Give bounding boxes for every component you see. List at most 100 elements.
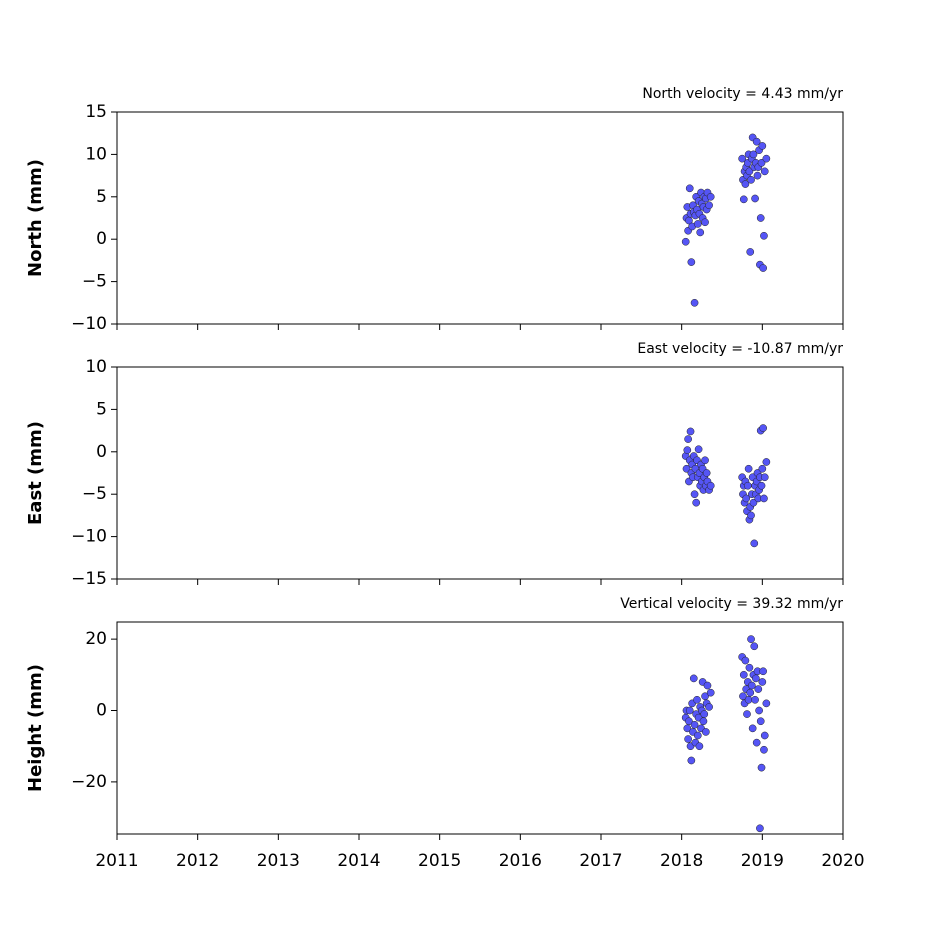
y-tick-label: 5 xyxy=(96,187,107,207)
point xyxy=(749,498,758,507)
point xyxy=(752,137,761,146)
point xyxy=(754,685,763,693)
point xyxy=(702,469,711,477)
y-tick-label: 15 xyxy=(85,102,107,122)
point xyxy=(751,695,759,704)
y-tick-label: 10 xyxy=(85,144,107,164)
y-tick-label: 0 xyxy=(96,701,107,721)
point xyxy=(690,298,699,307)
point xyxy=(693,695,701,704)
point xyxy=(746,248,755,256)
point xyxy=(756,717,765,726)
point xyxy=(683,724,692,733)
point xyxy=(759,264,767,272)
point xyxy=(758,142,767,150)
point xyxy=(759,667,767,676)
point xyxy=(747,681,756,690)
point xyxy=(701,218,709,227)
point xyxy=(760,731,769,740)
plot-frame xyxy=(116,111,844,325)
point xyxy=(752,738,761,747)
point xyxy=(757,763,766,772)
point xyxy=(760,745,768,754)
y-tick-label: 0 xyxy=(96,229,107,249)
point xyxy=(693,731,702,740)
y-tick-label: 20 xyxy=(85,629,107,649)
point xyxy=(687,258,696,266)
panel-title: Vertical velocity = 39.32 mm/yr xyxy=(620,596,843,612)
x-tick-label: 2011 xyxy=(95,851,138,871)
point xyxy=(705,703,713,711)
point xyxy=(756,214,765,222)
point xyxy=(686,427,695,436)
x-tick-label: 2013 xyxy=(257,851,300,871)
y-tick-label: 0 xyxy=(96,442,107,462)
y-tick-label: −5 xyxy=(82,484,107,504)
point xyxy=(685,717,693,726)
point xyxy=(706,481,715,490)
point xyxy=(749,150,758,159)
point xyxy=(743,481,752,490)
point xyxy=(747,511,755,520)
y-axis-label: Height (mm) xyxy=(25,664,46,792)
x-tick-label: 2020 xyxy=(821,851,864,871)
point xyxy=(696,228,705,237)
x-tick-label: 2014 xyxy=(337,851,380,871)
x-tick-label: 2017 xyxy=(579,851,622,871)
point xyxy=(706,192,715,201)
y-axis-label: East (mm) xyxy=(25,421,46,525)
y-tick-label: 10 xyxy=(85,357,107,377)
y-tick-label: −5 xyxy=(82,272,107,292)
point xyxy=(760,167,769,176)
point xyxy=(760,231,768,240)
point xyxy=(683,446,692,454)
y-tick-label: 5 xyxy=(96,399,107,419)
y-tick-label: −20 xyxy=(71,772,107,792)
panel-title: East velocity = -10.87 mm/yr xyxy=(637,341,843,357)
point xyxy=(705,201,713,210)
point xyxy=(742,494,751,503)
point xyxy=(757,481,766,490)
point xyxy=(739,692,747,701)
point xyxy=(685,184,694,193)
point xyxy=(756,824,764,833)
point xyxy=(760,473,769,482)
point xyxy=(750,642,759,651)
point xyxy=(699,717,708,726)
point xyxy=(700,710,709,718)
point xyxy=(744,695,753,704)
plot-frame xyxy=(116,366,844,580)
point xyxy=(745,167,754,176)
point xyxy=(744,464,753,473)
point xyxy=(746,688,755,697)
x-tick-label: 2012 xyxy=(176,851,219,871)
point xyxy=(701,456,709,465)
panel-title: North velocity = 4.43 mm/yr xyxy=(642,86,843,102)
point xyxy=(745,663,754,672)
point xyxy=(758,464,767,473)
point xyxy=(702,728,710,736)
point xyxy=(739,195,748,204)
point xyxy=(750,539,759,548)
point xyxy=(760,494,768,503)
point xyxy=(682,464,691,473)
y-tick-label: −10 xyxy=(71,314,107,334)
point xyxy=(692,498,701,507)
point xyxy=(751,194,759,203)
point xyxy=(689,674,698,683)
point xyxy=(747,635,755,643)
point xyxy=(738,154,747,163)
point xyxy=(748,724,757,733)
point xyxy=(690,490,699,499)
point xyxy=(685,706,694,715)
point xyxy=(752,674,760,683)
x-tick-label: 2015 xyxy=(418,851,461,871)
point xyxy=(694,445,703,454)
point xyxy=(759,424,767,432)
x-tick-label: 2018 xyxy=(660,851,703,871)
point xyxy=(762,154,771,163)
point xyxy=(687,756,696,765)
point xyxy=(762,458,771,466)
plot-frame xyxy=(116,621,844,835)
point xyxy=(753,171,762,180)
